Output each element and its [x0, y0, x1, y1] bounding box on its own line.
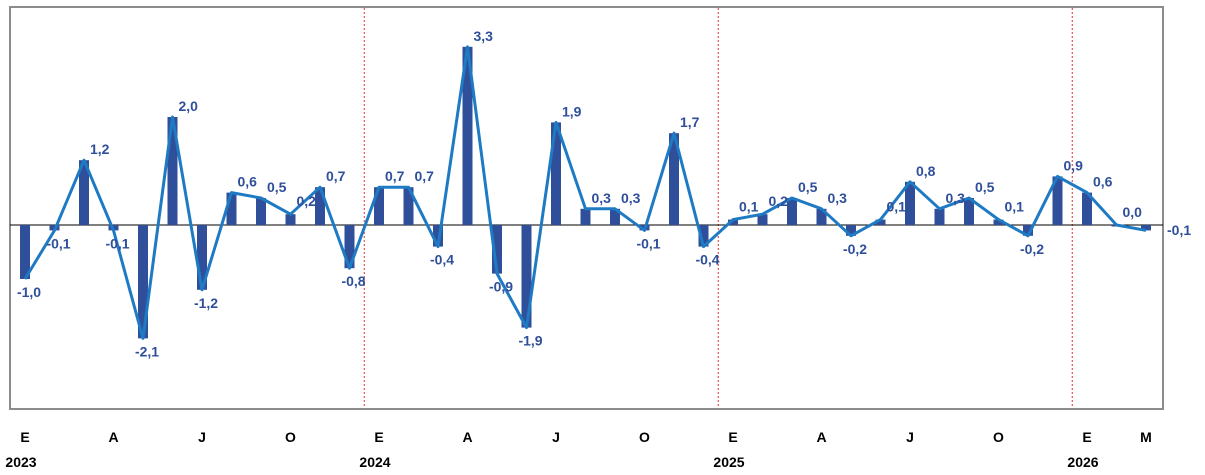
data-label-21: -0,1 [636, 235, 660, 251]
data-label-9: 0,2 [297, 193, 317, 209]
data-label-13: 0,7 [415, 168, 435, 184]
plot-frame [9, 6, 1164, 410]
bar-36 [1082, 192, 1092, 225]
bar-7 [226, 192, 237, 225]
x-tick-month-1: A [108, 429, 118, 445]
x-tick-year-12: 2026 [1067, 454, 1098, 470]
bar-16 [492, 225, 502, 274]
bar-29 [875, 219, 886, 225]
bar-6 [197, 225, 207, 290]
bar-19 [580, 208, 591, 225]
bar-34 [1023, 225, 1033, 236]
bar-17 [521, 225, 532, 328]
data-label-31: 0,3 [946, 190, 966, 206]
data-label-2: 1,2 [90, 141, 110, 157]
bar-15 [462, 46, 473, 225]
bar-27 [816, 208, 827, 225]
x-tick-month-13: M [1140, 429, 1152, 445]
bar-25 [757, 214, 768, 225]
data-label-24: 0,1 [739, 199, 759, 215]
bar-23 [698, 225, 709, 247]
line-series [23, 45, 1147, 340]
bar-12 [374, 187, 384, 225]
bar-26 [787, 198, 797, 225]
x-axis-ticks: E 2023 A J O E 2024 A J O E 2025 A J O E 2026 M [5, 429, 1151, 470]
x-tick-month-10: J [906, 429, 914, 445]
data-label-3: -0,1 [105, 235, 129, 251]
data-label-38: -0,1 [1167, 222, 1191, 238]
bar-22 [669, 133, 679, 225]
bar-30 [905, 181, 915, 225]
data-label-12: 0,7 [385, 168, 405, 184]
data-labels: -1,0 -0,1 1,2 -0,1 -2,1 2,0 -1,2 0,6 0,5 0,2 0,7 -0… [17, 28, 1191, 360]
bar-18 [551, 122, 561, 225]
x-tick-month-0: E [20, 429, 29, 445]
data-label-10: 0,7 [326, 168, 346, 184]
data-label-8: 0,5 [267, 179, 287, 195]
bar-20 [610, 208, 620, 225]
x-tick-month-7: O [639, 429, 650, 445]
x-tick-year-4: 2024 [359, 454, 390, 470]
x-tick-month-11: O [993, 429, 1004, 445]
bar-24 [728, 219, 738, 225]
bar-0 [20, 225, 30, 279]
bar-31 [934, 208, 945, 225]
bar-9 [285, 214, 296, 225]
data-label-33: 0,1 [1005, 199, 1025, 215]
data-label-34: -0,2 [1020, 241, 1044, 257]
x-tick-month-2: J [198, 429, 206, 445]
data-label-14: -0,4 [430, 252, 454, 268]
data-label-0: -1,0 [17, 284, 41, 300]
data-label-29: 0,1 [887, 199, 907, 215]
data-label-5: 2,0 [179, 98, 199, 114]
data-label-16: -0,9 [489, 279, 513, 295]
data-label-37: 0,0 [1123, 204, 1143, 220]
bar-35 [1052, 176, 1063, 225]
bar-13 [403, 187, 414, 225]
bar-8 [256, 198, 266, 225]
data-label-30: 0,8 [916, 163, 936, 179]
x-tick-month-4: E [374, 429, 383, 445]
x-tick-month-6: J [552, 429, 560, 445]
x-tick-month-3: O [285, 429, 296, 445]
x-tick-year-0: 2023 [5, 454, 36, 470]
data-label-11: -0,8 [341, 273, 365, 289]
data-label-22: 1,7 [680, 114, 700, 130]
x-tick-month-8: E [728, 429, 737, 445]
x-tick-month-12: E [1082, 429, 1091, 445]
data-label-15: 3,3 [474, 28, 494, 44]
data-label-18: 1,9 [562, 103, 582, 119]
data-label-19: 0,3 [592, 190, 612, 206]
data-label-36: 0,6 [1093, 174, 1113, 190]
bar-14 [433, 225, 443, 247]
x-tick-year-8: 2025 [713, 454, 744, 470]
data-label-1: -0,1 [46, 235, 70, 251]
data-label-6: -1,2 [194, 295, 218, 311]
data-label-26: 0,5 [798, 179, 818, 195]
data-label-32: 0,5 [975, 179, 995, 195]
bar-2 [79, 160, 89, 225]
data-label-20: 0,3 [621, 190, 641, 206]
bar-38 [1141, 225, 1151, 231]
bar-5 [167, 117, 178, 225]
data-label-23: -0,4 [695, 252, 719, 268]
data-label-17: -1,9 [518, 333, 542, 349]
data-label-25: 0,2 [769, 193, 789, 209]
year-separators [363, 8, 1073, 408]
x-tick-month-5: A [462, 429, 472, 445]
data-label-7: 0,6 [238, 174, 258, 190]
x-tick-month-9: A [816, 429, 826, 445]
bar-11 [344, 225, 355, 269]
data-label-28: -0,2 [843, 241, 867, 257]
bar-series [20, 46, 1151, 339]
bar-33 [993, 219, 1004, 225]
data-label-35: 0,9 [1064, 157, 1084, 173]
bar-28 [846, 225, 856, 236]
bar-10 [315, 187, 325, 225]
bar-32 [964, 198, 974, 225]
bar-4 [138, 225, 148, 339]
data-label-27: 0,3 [828, 190, 848, 206]
data-label-4: -2,1 [135, 343, 159, 359]
